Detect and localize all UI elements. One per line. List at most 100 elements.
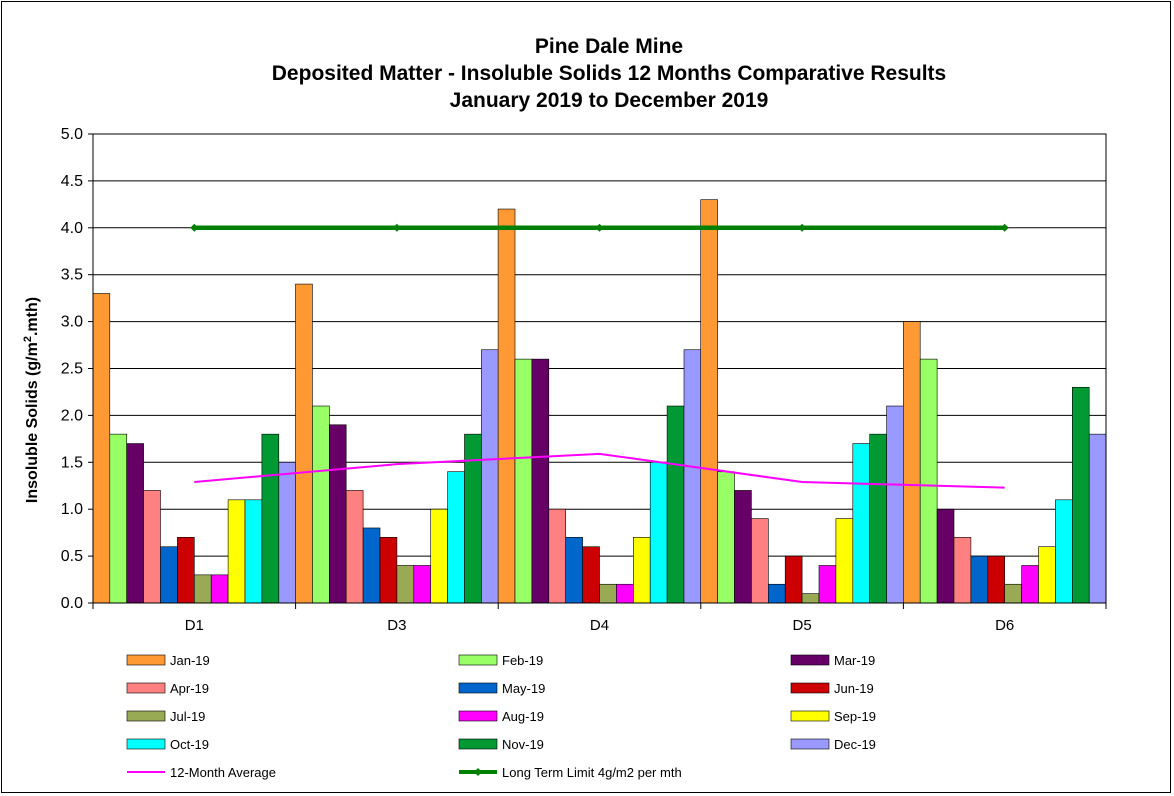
bar-jul-19-d3: [396, 565, 415, 604]
legend-swatch: [458, 682, 498, 694]
legend-swatch: [790, 682, 830, 694]
bar-jan-19-d5: [700, 199, 718, 604]
limit-marker: [190, 223, 199, 232]
legend-swatch: [790, 710, 830, 722]
bar-dec-19-d4: [683, 349, 702, 604]
bar-jun-19-d5: [784, 555, 803, 604]
legend-item: Aug-19: [458, 709, 544, 724]
bar-aug-19-d3: [413, 565, 431, 604]
legend-label: Aug-19: [502, 709, 544, 724]
legend-item: Long Term Limit 4g/m2 per mth: [459, 765, 682, 780]
chart-subtitle-line-2: January 2019 to December 2019: [450, 89, 769, 112]
y-tick-label: 3.5: [61, 267, 83, 284]
bar-jul-19-d1: [194, 574, 212, 604]
bar-mar-19-d6: [936, 508, 955, 604]
bar-feb-19-d6: [919, 358, 938, 604]
bar-feb-19-d5: [717, 471, 735, 604]
bar-jan-19-d3: [295, 283, 313, 604]
bar-jan-19-d6: [902, 321, 921, 604]
y-tick-label: 1.5: [61, 454, 83, 471]
bar-feb-19-d1: [109, 433, 128, 604]
axes: 0.0 0.5 1.0 1.5 2.0 2.5 3.0 3.5 4.0 4.5 5.0 D1 D3 D4 D…: [61, 126, 1107, 634]
legend-swatch: [790, 738, 830, 750]
legend-swatch: [458, 738, 498, 750]
legend-swatch: [126, 710, 166, 722]
chart-subtitle-line-1: Deposited Matter - Insoluble Solids 12 M…: [272, 62, 946, 85]
y-tick-label: 4.5: [61, 173, 83, 190]
limit-marker: [798, 223, 807, 232]
y-axis-label-superscript: 2: [22, 336, 34, 342]
bar-mar-19-d3: [328, 424, 347, 604]
bar-mar-19-d4: [531, 358, 550, 604]
bar-may-19-d6: [970, 555, 989, 604]
legend-label: Feb-19: [502, 653, 543, 668]
limit-marker: [595, 223, 604, 232]
x-tick-label: D6: [995, 617, 1014, 634]
y-axis-label: Insoluble Solids (g/m2.mth): [22, 297, 41, 503]
legend-label: Oct-19: [170, 737, 209, 752]
average-line: [194, 452, 1005, 489]
bar-dec-19-d6: [1088, 433, 1107, 604]
bar-mar-19-d5: [734, 490, 752, 604]
legend-item: Jun-19: [790, 681, 874, 696]
bar-may-19-d5: [767, 583, 786, 604]
bar-may-19-d4: [565, 537, 583, 604]
x-tick-label: D3: [387, 617, 406, 634]
bar-sep-19-d3: [430, 508, 448, 604]
plot-area-border: [92, 133, 1107, 604]
legend-label: Dec-19: [834, 737, 876, 752]
bar-oct-19-d6: [1055, 499, 1073, 604]
legend-item: Mar-19: [790, 653, 875, 668]
legend: Jan-19 Feb-19 Mar-19 Apr-19 May-19 Jun-19 Jul-…: [126, 653, 876, 780]
bar-apr-19-d1: [143, 490, 161, 604]
legend-swatch: [126, 682, 166, 694]
legend-label: Mar-19: [834, 653, 875, 668]
bar-nov-19-d4: [666, 405, 685, 604]
bar-oct-19-d5: [852, 443, 870, 604]
bar-sep-19-d5: [835, 518, 854, 604]
legend-item: Dec-19: [790, 737, 876, 752]
bar-dec-19-d5: [886, 405, 904, 604]
bar-nov-19-d1: [261, 433, 280, 604]
legend-label: Apr-19: [170, 681, 209, 696]
legend-item: Feb-19: [458, 653, 543, 668]
chart-title: Pine Dale Mine: [535, 35, 683, 58]
legend-label: Jun-19: [834, 681, 874, 696]
bar-jul-19-d4: [599, 583, 617, 604]
limit-marker: [392, 223, 401, 232]
legend-swatch: [126, 654, 166, 666]
bar-may-19-d3: [362, 527, 381, 604]
bar-jul-19-d6: [1004, 583, 1022, 604]
bar-mar-19-d1: [126, 443, 144, 604]
legend-item: Jul-19: [126, 709, 205, 724]
legend-swatch: [126, 738, 166, 750]
y-tick-label: 0.5: [61, 548, 83, 565]
legend-item: May-19: [458, 681, 545, 696]
legend-item: Nov-19: [458, 737, 544, 752]
y-tick-label: 2.0: [61, 407, 83, 424]
legend-swatch: [790, 654, 830, 666]
bar-jun-19-d6: [987, 555, 1005, 604]
legend-label: Long Term Limit 4g/m2 per mth: [502, 765, 682, 780]
legend-swatch: [458, 710, 498, 722]
bar-jun-19-d4: [582, 546, 600, 604]
legend-label: Sep-19: [834, 709, 876, 724]
bar-jun-19-d3: [379, 537, 398, 604]
bar-jan-19-d4: [497, 208, 516, 604]
bar-apr-19-d4: [548, 508, 566, 604]
y-tick-label: 1.0: [61, 501, 83, 518]
bar-apr-19-d6: [953, 537, 972, 604]
bar-aug-19-d1: [210, 574, 229, 604]
bar-feb-19-d3: [312, 405, 330, 604]
legend-item: Oct-19: [126, 737, 209, 752]
x-tick-label: D1: [185, 617, 204, 634]
bars: [92, 199, 1107, 604]
y-axis-label-end: .mth): [24, 297, 41, 336]
legend-label: May-19: [502, 681, 545, 696]
bar-sep-19-d1: [227, 499, 246, 604]
legend-label: 12-Month Average: [170, 765, 276, 780]
legend-label: Nov-19: [502, 737, 544, 752]
y-tick-label: 4.0: [61, 220, 83, 237]
bar-jun-19-d1: [177, 537, 195, 604]
